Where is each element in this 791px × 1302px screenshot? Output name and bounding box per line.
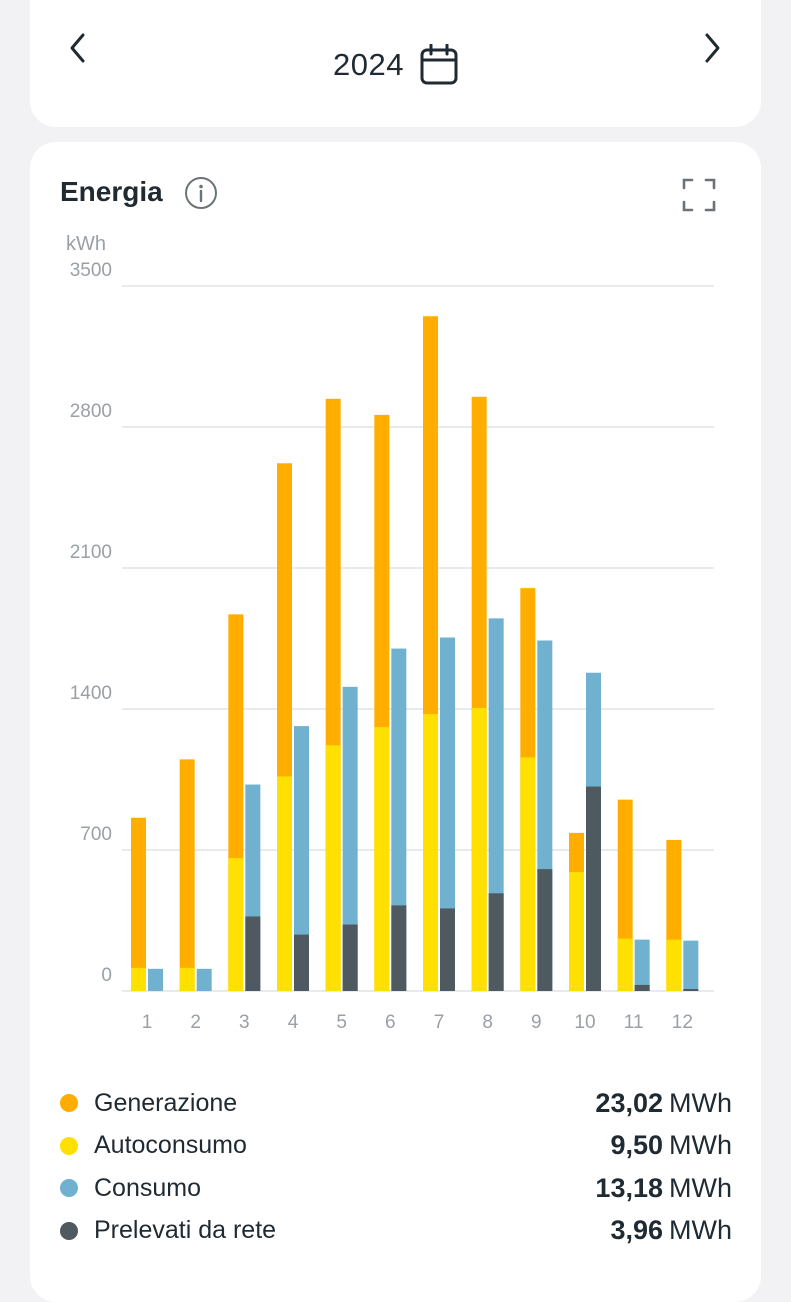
legend-value-unit: MWh [669, 1130, 732, 1161]
x-tick-label: 12 [672, 1012, 693, 1033]
bar-prelevati [488, 893, 504, 991]
info-icon[interactable] [184, 176, 218, 210]
x-tick-label: 4 [288, 1012, 299, 1033]
legend-color-dot [60, 1179, 78, 1198]
legend-value: 9,50 MWh [610, 1130, 732, 1161]
bar-autoconsumo [666, 939, 682, 991]
y-tick-label: 3500 [70, 260, 112, 281]
legend-color-dot [60, 1136, 78, 1155]
bar-prelevati [294, 934, 309, 991]
bar-generazione [131, 817, 146, 991]
legend: Generazione 23,02 MWh Autoconsumo 9,50 MWh Con… [58, 1082, 732, 1252]
bar-consumo [391, 648, 407, 991]
bar-prelevati [683, 988, 699, 991]
bar-autoconsumo [520, 757, 536, 991]
bar-prelevati [342, 924, 358, 991]
next-year-button[interactable] [692, 28, 732, 68]
x-tick-label: 6 [385, 1012, 396, 1033]
legend-label: Autoconsumo [94, 1131, 247, 1160]
calendar-icon [420, 44, 458, 85]
year-display[interactable]: 2024 [30, 44, 761, 86]
legend-value-number: 9,50 [610, 1130, 663, 1161]
y-tick-label: 1400 [70, 683, 112, 704]
legend-value-unit: MWh [669, 1215, 732, 1246]
legend-value-number: 3,96 [610, 1215, 663, 1246]
bar-consumo [440, 637, 455, 991]
year-label: 2024 [333, 47, 404, 82]
x-tick-label: 2 [190, 1012, 201, 1033]
energy-card: Energia kWh 3500 2800 2100 1400 700 0 1 2 3 4 5 6 7 8 9… [30, 142, 761, 1302]
legend-label: Prelevati da rete [94, 1216, 277, 1245]
legend-row: Autoconsumo 9,50 MWh [58, 1125, 732, 1168]
legend-label: Generazione [94, 1088, 238, 1117]
bar-prelevati [391, 905, 407, 991]
legend-value-number: 13,18 [595, 1172, 663, 1203]
bar-autoconsumo [423, 714, 438, 991]
bar-prelevati [634, 984, 650, 991]
bar-consumo [294, 726, 309, 991]
bar-prelevati [586, 786, 601, 991]
x-tick-label: 8 [482, 1012, 493, 1033]
chevron-right-icon [705, 33, 720, 63]
legend-value-unit: MWh [669, 1087, 732, 1118]
legend-label: Consumo [94, 1173, 201, 1202]
legend-row: Consumo 13,18 MWh [58, 1167, 732, 1210]
bar-autoconsumo [277, 776, 292, 991]
bar-autoconsumo [228, 858, 244, 991]
previous-year-button[interactable] [58, 28, 98, 68]
y-tick-label: 2800 [70, 401, 112, 422]
legend-value: 23,02 MWh [595, 1088, 732, 1119]
bar-consumo [634, 939, 650, 991]
bar-prelevati [537, 869, 553, 991]
bar-autoconsumo [131, 967, 146, 991]
legend-value-number: 23,02 [595, 1087, 663, 1118]
x-tick-label: 5 [336, 1012, 347, 1033]
legend-color-dot [60, 1094, 78, 1113]
bar-autoconsumo [325, 745, 341, 991]
bar-generazione [179, 759, 195, 991]
bar-consumo [683, 940, 699, 991]
y-tick-label: 0 [101, 965, 112, 986]
legend-value: 3,96 MWh [610, 1215, 732, 1246]
bar-autoconsumo [569, 872, 584, 991]
legend-row: Generazione 23,02 MWh [58, 1082, 732, 1125]
x-tick-label: 9 [531, 1012, 542, 1033]
x-tick-label: 1 [142, 1012, 153, 1033]
bar-consumo [148, 968, 163, 991]
y-axis-unit: kWh [66, 233, 106, 255]
legend-value: 13,18 MWh [595, 1173, 732, 1204]
bar-consumo [342, 686, 358, 991]
bar-autoconsumo [471, 707, 487, 991]
chevron-left-icon [70, 33, 85, 63]
x-tick-label: 3 [239, 1012, 250, 1033]
legend-row: Prelevati da rete 3,96 MWh [58, 1210, 732, 1253]
bar-autoconsumo [374, 727, 390, 991]
x-tick-label: 11 [624, 1012, 644, 1033]
y-tick-label: 2100 [70, 542, 112, 563]
bar-prelevati [440, 908, 455, 991]
x-tick-label: 7 [434, 1012, 445, 1033]
legend-value-unit: MWh [669, 1172, 732, 1203]
bar-autoconsumo [179, 967, 195, 991]
bar-prelevati [245, 916, 261, 991]
bar-consumo [196, 968, 212, 991]
bar-autoconsumo [617, 938, 633, 991]
year-selector-card: 2024 [30, 0, 761, 127]
y-tick-label: 700 [80, 824, 112, 845]
legend-color-dot [60, 1221, 78, 1240]
card-title: Energia [60, 176, 163, 207]
x-tick-label: 10 [574, 1012, 595, 1033]
fullscreen-icon[interactable] [682, 178, 716, 212]
